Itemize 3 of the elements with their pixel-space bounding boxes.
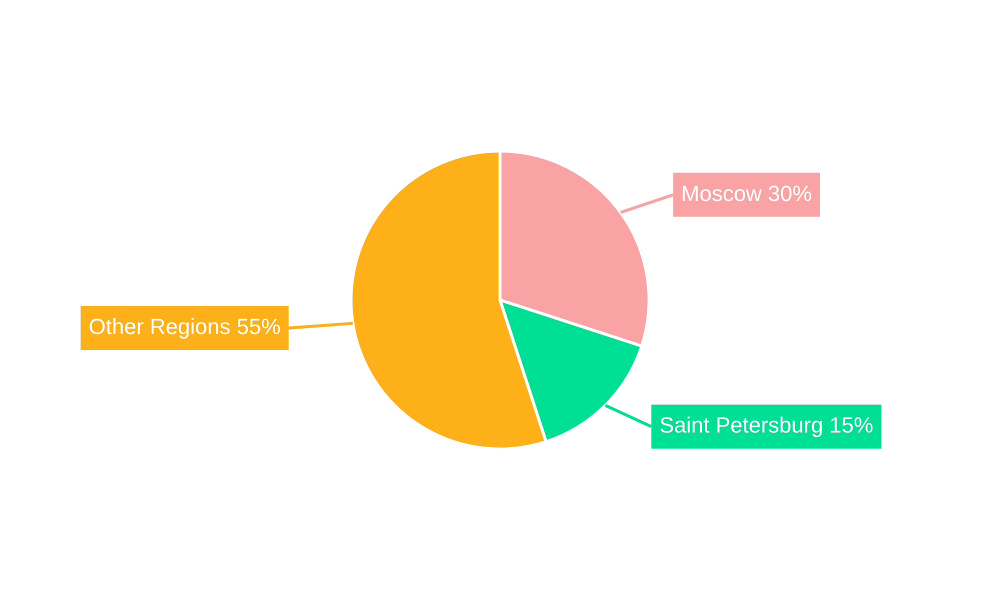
slice-label: Saint Petersburg 15% [659, 412, 874, 438]
slice-label: Other Regions 55% [88, 314, 281, 340]
slice-label: Moscow 30% [681, 180, 812, 206]
